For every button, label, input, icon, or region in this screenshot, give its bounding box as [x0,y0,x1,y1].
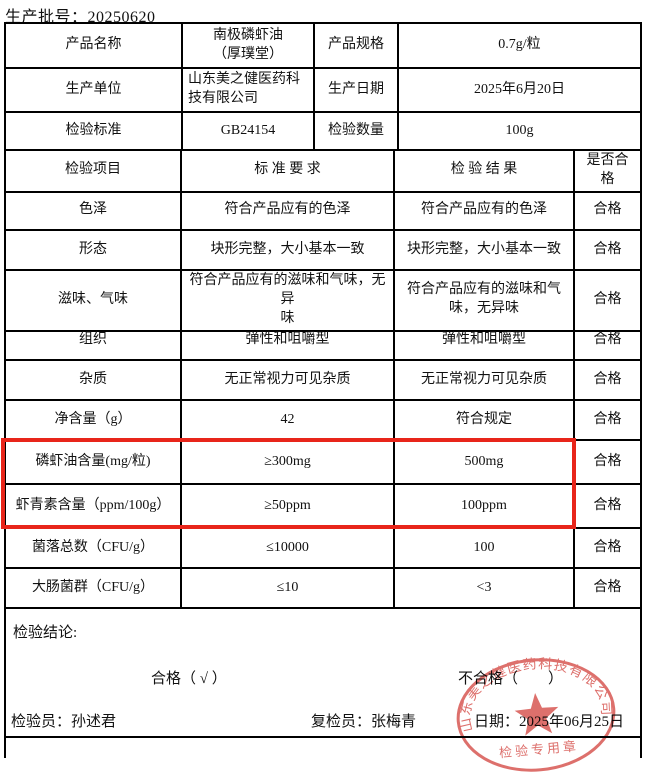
col-header-result: 检 验 结 果 [395,151,575,193]
col-header-standard: 标 准 要 求 [182,151,395,193]
test-result: 符合产品应有的滋味和气 味，无异味 [395,271,575,332]
test-pass: 合格 [575,191,642,231]
col-header-item: 检验项目 [6,151,182,193]
test-pass: 合格 [575,485,642,529]
test-pass: 合格 [575,441,642,485]
standard-value: GB24154 [183,113,315,151]
quantity-value: 100g [399,113,642,151]
conclusion-fail-option: 不合格（ ） [458,671,564,687]
producer-label: 生产单位 [6,69,183,113]
production-date-value: 2025年6月20日 [399,69,642,113]
test-result: 100 [395,529,575,569]
test-result: 符合产品应有的色泽 [395,191,575,231]
standard-label: 检验标准 [6,113,183,151]
test-standard: ≥300mg [182,441,395,485]
conclusion-pass-option: 合格（ √ ） [151,671,227,687]
test-result: <3 [395,569,575,609]
test-standard: ≤10000 [182,529,395,569]
product-name-label: 产品名称 [6,24,183,69]
test-result: 500mg [395,441,575,485]
product-name-value: 南极磷虾油 （厚璞堂） [183,24,315,69]
table-row: 滋味、气味 符合产品应有的滋味和气味，无异 味 符合产品应有的滋味和气 味，无异… [6,271,642,332]
inspector-signature: 检验员：孙述君 [11,714,117,730]
table-row: 大肠菌群（CFU/g） ≤10 <3 合格 [6,569,642,609]
test-item: 大肠菌群（CFU/g） [6,569,182,609]
test-standard: ≥50ppm [182,485,395,529]
test-pass: 合格 [575,361,642,401]
table-row: 产品名称 南极磷虾油 （厚璞堂） 产品规格 0.7g/粒 [6,24,642,69]
test-item: 虾青素含量（ppm/100g） [6,485,182,529]
test-standard: 无正常视力可见杂质 [182,361,395,401]
test-standard: 块形完整，大小基本一致 [182,231,395,271]
test-result: 100ppm [395,485,575,529]
test-result: 弹性和咀嚼型 [395,321,575,361]
inspection-report-table: 产品名称 南极磷虾油 （厚璞堂） 产品规格 0.7g/粒 生产单位 山东美之健医… [4,22,642,758]
conclusion-label: 检验结论: [13,625,78,641]
table-row: 色泽 符合产品应有的色泽 符合产品应有的色泽 合格 [6,191,642,231]
test-item: 色泽 [6,191,182,231]
col-header-pass: 是否合格 [575,151,642,193]
test-pass: 合格 [575,321,642,361]
test-pass: 合格 [575,529,642,569]
test-pass: 合格 [575,401,642,441]
table-row: 检验标准 GB24154 检验数量 100g [6,113,642,151]
producer-value: 山东美之健医药科技有限公司 [183,69,315,113]
table-row: 生产单位 山东美之健医药科技有限公司 生产日期 2025年6月20日 [6,69,642,113]
test-item: 菌落总数（CFU/g） [6,529,182,569]
inspection-date: 日期：2025年06月25日 [474,714,625,730]
test-standard: 符合产品应有的滋味和气味，无异 味 [182,271,395,332]
table-row-cutoff [6,738,642,758]
product-spec-label: 产品规格 [315,24,399,69]
test-item: 形态 [6,231,182,271]
test-item: 净含量（g） [6,401,182,441]
table-row-highlighted: 虾青素含量（ppm/100g） ≥50ppm 100ppm 合格 [6,485,642,529]
test-result: 无正常视力可见杂质 [395,361,575,401]
table-row: 杂质 无正常视力可见杂质 无正常视力可见杂质 合格 [6,361,642,401]
test-standard: 弹性和咀嚼型 [182,321,395,361]
test-result: 符合规定 [395,401,575,441]
quantity-label: 检验数量 [315,113,399,151]
test-result: 块形完整，大小基本一致 [395,231,575,271]
table-row-highlighted: 磷虾油含量(mg/粒) ≥300mg 500mg 合格 [6,441,642,485]
test-pass: 合格 [575,569,642,609]
test-standard: ≤10 [182,569,395,609]
reviewer-signature: 复检员：张梅青 [311,714,417,730]
test-item: 磷虾油含量(mg/粒) [6,441,182,485]
test-standard: 42 [182,401,395,441]
test-item: 滋味、气味 [6,271,182,332]
conclusion-section: 检验结论: 合格（ √ ） 不合格（ ） 检验员：孙述君 复检员：张梅青 日期：… [6,609,642,738]
table-row: 组织 弹性和咀嚼型 弹性和咀嚼型 合格 [6,321,642,361]
test-standard: 符合产品应有的色泽 [182,191,395,231]
test-item: 杂质 [6,361,182,401]
production-date-label: 生产日期 [315,69,399,113]
table-row: 菌落总数（CFU/g） ≤10000 100 合格 [6,529,642,569]
test-header-row: 检验项目 标 准 要 求 检 验 结 果 是否合格 [6,151,642,193]
test-item: 组织 [6,321,182,361]
table-row: 形态 块形完整，大小基本一致 块形完整，大小基本一致 合格 [6,231,642,271]
batch-number-line: 生产批号：20250620 [5,9,156,26]
test-pass: 合格 [575,231,642,271]
table-row: 净含量（g） 42 符合规定 合格 [6,401,642,441]
test-pass: 合格 [575,271,642,332]
product-spec-value: 0.7g/粒 [399,24,642,69]
